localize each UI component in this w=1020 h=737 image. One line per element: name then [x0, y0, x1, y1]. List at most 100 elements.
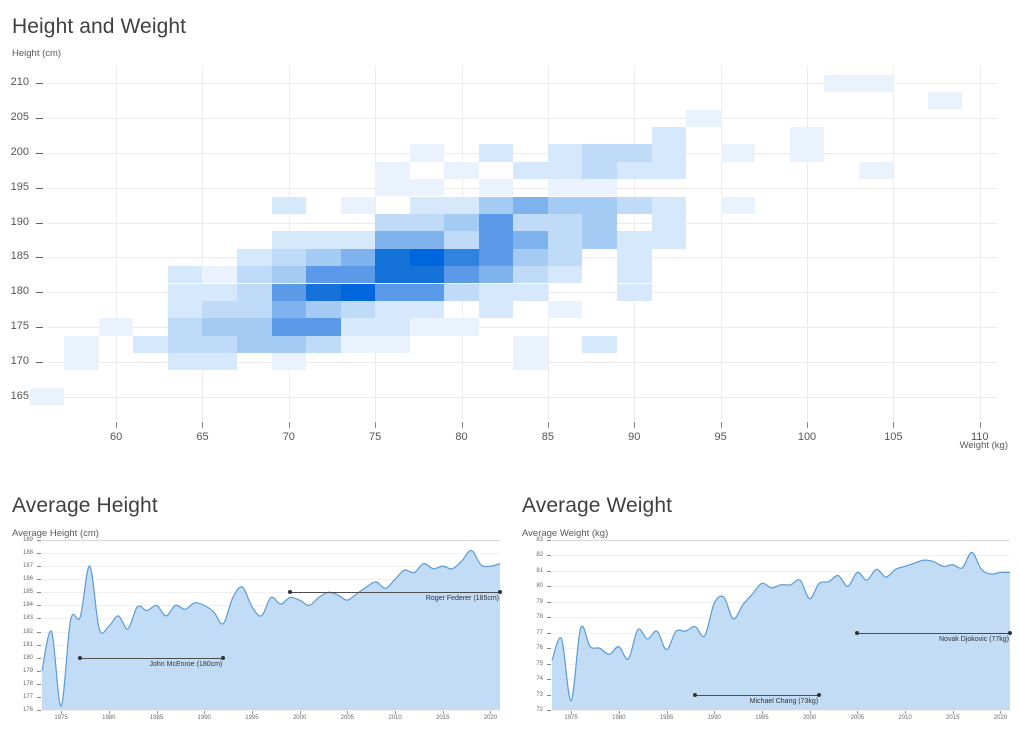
heatmap-cell[interactable] [237, 318, 272, 336]
heatmap-cell[interactable] [478, 213, 514, 232]
heatmap-cell[interactable] [617, 231, 652, 249]
heatmap-cell[interactable] [547, 161, 583, 180]
heatmap-cell[interactable] [478, 283, 514, 301]
heatmap-cell[interactable] [582, 179, 617, 197]
heatmap-cell[interactable] [237, 283, 272, 301]
heatmap-cell[interactable] [375, 300, 410, 319]
heatmap-cell[interactable] [167, 318, 203, 336]
heatmap-cell[interactable] [271, 353, 307, 371]
heatmap-cell[interactable] [582, 144, 617, 162]
heatmap-cell[interactable] [513, 353, 548, 371]
heatmap-cell[interactable] [306, 266, 341, 284]
heatmap-cell[interactable] [340, 231, 376, 249]
heatmap-cell[interactable] [547, 266, 583, 284]
heatmap-cell[interactable] [582, 196, 617, 214]
heatmap-cell[interactable] [202, 318, 237, 336]
heatmap-cell[interactable] [824, 74, 859, 93]
heatmap-cell[interactable] [513, 231, 548, 249]
heatmap-cell[interactable] [444, 266, 479, 284]
heatmap-cell[interactable] [202, 353, 237, 371]
heatmap-cell[interactable] [617, 161, 652, 180]
heatmap-cell[interactable] [375, 335, 410, 354]
heatmap-cell[interactable] [582, 335, 617, 354]
heatmap-cell[interactable] [858, 74, 894, 93]
heatmap-cell[interactable] [340, 196, 376, 214]
heatmap-cell[interactable] [547, 144, 583, 162]
heatmap-cell[interactable] [547, 196, 583, 214]
heatmap-cell[interactable] [444, 248, 479, 267]
heatmap-cell[interactable] [444, 231, 479, 249]
heatmap-cell[interactable] [789, 126, 825, 145]
heatmap-cell[interactable] [651, 213, 687, 232]
heatmap-cell[interactable] [478, 248, 514, 267]
heatmap-cell[interactable] [202, 283, 237, 301]
heatmap-cell[interactable] [167, 266, 203, 284]
heatmap-cell[interactable] [547, 300, 583, 319]
heatmap-cell[interactable] [306, 248, 341, 267]
heatmap-cell[interactable] [409, 213, 445, 232]
heatmap-cell[interactable] [444, 283, 479, 301]
heatmap-cell[interactable] [409, 318, 445, 336]
heatmap-cell[interactable] [478, 231, 514, 249]
heatmap-cell[interactable] [617, 144, 652, 162]
heatmap-cell[interactable] [582, 161, 617, 180]
heatmap-cell[interactable] [375, 248, 410, 267]
heatmap-cell[interactable] [271, 196, 307, 214]
heatmap-cell[interactable] [547, 231, 583, 249]
heatmap-cell[interactable] [375, 283, 410, 301]
heatmap-cell[interactable] [651, 231, 687, 249]
heatmap-cell[interactable] [237, 248, 272, 267]
heatmap-cell[interactable] [444, 318, 479, 336]
heatmap-cell[interactable] [237, 266, 272, 284]
heatmap-cell[interactable] [271, 248, 307, 267]
heatmap-cell[interactable] [927, 92, 963, 110]
heatmap-cell[interactable] [64, 353, 99, 371]
heatmap-cell[interactable] [375, 231, 410, 249]
heatmap-cell[interactable] [720, 196, 756, 214]
heatmap-cell[interactable] [513, 196, 548, 214]
heatmap-cell[interactable] [409, 179, 445, 197]
heatmap-cell[interactable] [340, 335, 376, 354]
heatmap-cell[interactable] [167, 300, 203, 319]
heatmap-cell[interactable] [858, 161, 894, 180]
heatmap-cell[interactable] [409, 196, 445, 214]
heatmap-cell[interactable] [306, 318, 341, 336]
heatmap-cell[interactable] [202, 266, 237, 284]
heatmap-cell[interactable] [29, 387, 65, 406]
heatmap-cell[interactable] [444, 161, 479, 180]
heatmap-cell[interactable] [409, 300, 445, 319]
heatmap-cell[interactable] [513, 266, 548, 284]
heatmap-cell[interactable] [271, 318, 307, 336]
heatmap-cell[interactable] [478, 179, 514, 197]
heatmap-cell[interactable] [409, 231, 445, 249]
heatmap-cell[interactable] [271, 283, 307, 301]
heatmap-cell[interactable] [547, 213, 583, 232]
heatmap-cell[interactable] [271, 300, 307, 319]
heatmap-cell[interactable] [513, 248, 548, 267]
heatmap-cell[interactable] [617, 196, 652, 214]
heatmap-cell[interactable] [306, 283, 341, 301]
heatmap-cell[interactable] [478, 266, 514, 284]
heatmap-cell[interactable] [789, 144, 825, 162]
heatmap-cell[interactable] [409, 283, 445, 301]
heatmap-cell[interactable] [444, 196, 479, 214]
heatmap-cell[interactable] [340, 283, 376, 301]
heatmap-cell[interactable] [513, 335, 548, 354]
heatmap-cell[interactable] [271, 335, 307, 354]
heatmap-cell[interactable] [340, 266, 376, 284]
heatmap-cell[interactable] [237, 335, 272, 354]
heatmap-cell[interactable] [686, 109, 721, 127]
heatmap-cell[interactable] [306, 335, 341, 354]
heatmap-cell[interactable] [513, 161, 548, 180]
heatmap-cell[interactable] [271, 266, 307, 284]
heatmap-cell[interactable] [375, 161, 410, 180]
heatmap-cell[interactable] [478, 300, 514, 319]
heatmap-cell[interactable] [582, 231, 617, 249]
heatmap-cell[interactable] [202, 300, 237, 319]
heatmap-cell[interactable] [375, 318, 410, 336]
heatmap-cell[interactable] [409, 248, 445, 267]
heatmap-cell[interactable] [202, 335, 237, 354]
heatmap-cell[interactable] [720, 144, 756, 162]
heatmap-cell[interactable] [167, 353, 203, 371]
heatmap-cell[interactable] [617, 283, 652, 301]
